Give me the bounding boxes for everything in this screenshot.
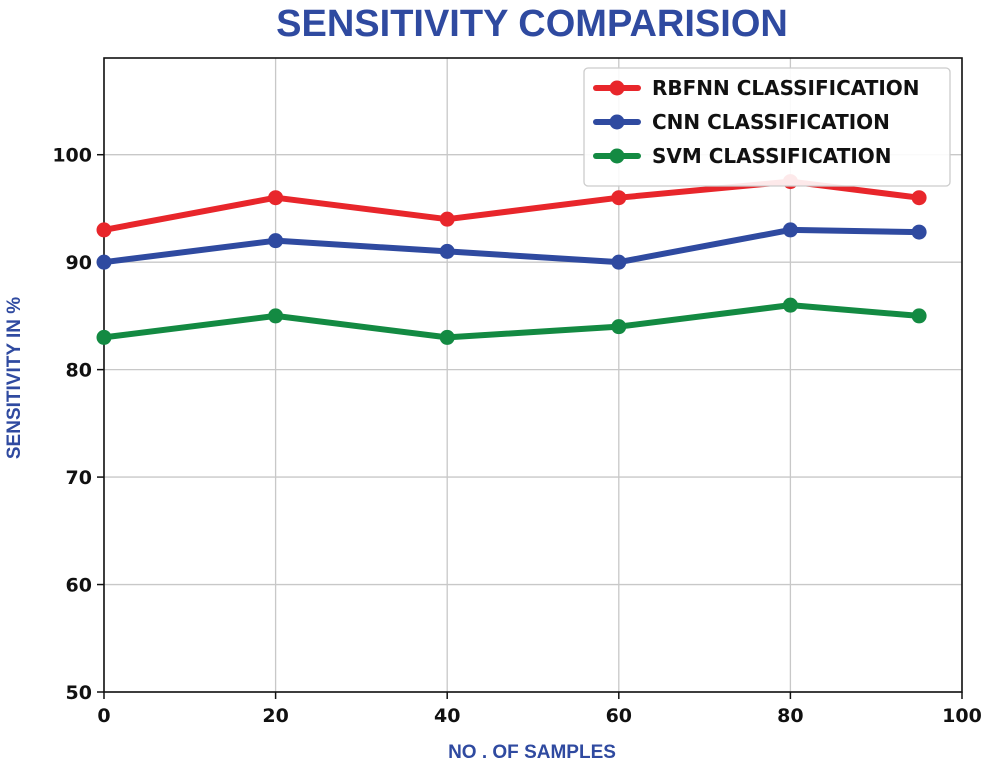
legend-label-0: RBFNN CLASSIFICATION <box>652 76 920 100</box>
data-point-2-2 <box>439 329 455 345</box>
x-tick-label-2: 40 <box>434 705 460 727</box>
y-axis-label: SENSITIVITY IN % <box>4 297 25 459</box>
y-tick-label-1: 60 <box>66 575 92 597</box>
series-line-1 <box>101 226 923 266</box>
data-point-1-5 <box>911 224 927 240</box>
data-point-1-4 <box>782 222 798 238</box>
data-point-2-0 <box>96 329 112 345</box>
y-tick-label-2: 70 <box>66 467 92 489</box>
data-point-0-3 <box>611 190 627 206</box>
data-point-2-3 <box>611 319 627 335</box>
plot-frame <box>103 57 963 693</box>
data-point-1-1 <box>268 233 284 249</box>
legend-swatch-marker-0 <box>609 80 625 96</box>
data-point-0-0 <box>96 222 112 238</box>
data-point-2-4 <box>782 297 798 313</box>
chart-title: SENSITIVITY COMPARISION <box>276 3 788 45</box>
legend-swatch-marker-1 <box>609 114 625 130</box>
series-1 <box>96 222 927 270</box>
x-axis-label: NO . OF SAMPLES <box>448 742 616 763</box>
series-line-2 <box>101 302 923 341</box>
x-tick-label-1: 20 <box>262 705 288 727</box>
series-line-0 <box>101 178 923 233</box>
legend-label-2: SVM CLASSIFICATION <box>652 144 892 168</box>
data-point-1-2 <box>439 243 455 259</box>
data-point-1-3 <box>611 254 627 270</box>
legend-box <box>583 67 951 187</box>
data-point-2-5 <box>911 308 927 324</box>
x-tick-label-4: 80 <box>777 705 803 727</box>
legend-label-1: CNN CLASSIFICATION <box>652 110 890 134</box>
y-tick-label-3: 80 <box>66 360 92 382</box>
x-tick-label-3: 60 <box>606 705 632 727</box>
data-point-0-5 <box>911 190 927 206</box>
data-point-0-1 <box>268 190 284 206</box>
legend: RBFNN CLASSIFICATION CNN CLASSIFICATION SV… <box>583 67 951 187</box>
data-point-1-0 <box>96 254 112 270</box>
data-point-0-2 <box>439 211 455 227</box>
data-point-2-1 <box>268 308 284 324</box>
y-tick-label-5: 100 <box>52 145 92 167</box>
axes <box>103 57 963 693</box>
data-series <box>96 174 927 345</box>
y-tick-label-4: 90 <box>66 252 92 274</box>
y-tick-label-0: 50 <box>66 682 92 704</box>
x-tick-label-5: 100 <box>942 705 982 727</box>
x-axis-ticks: 0 20 40 60 80 100 <box>97 692 982 727</box>
legend-swatch-marker-2 <box>609 148 625 164</box>
x-tick-label-0: 0 <box>97 705 110 727</box>
series-2 <box>96 297 927 345</box>
y-axis-ticks: 50 60 70 80 90 100 <box>52 145 104 704</box>
